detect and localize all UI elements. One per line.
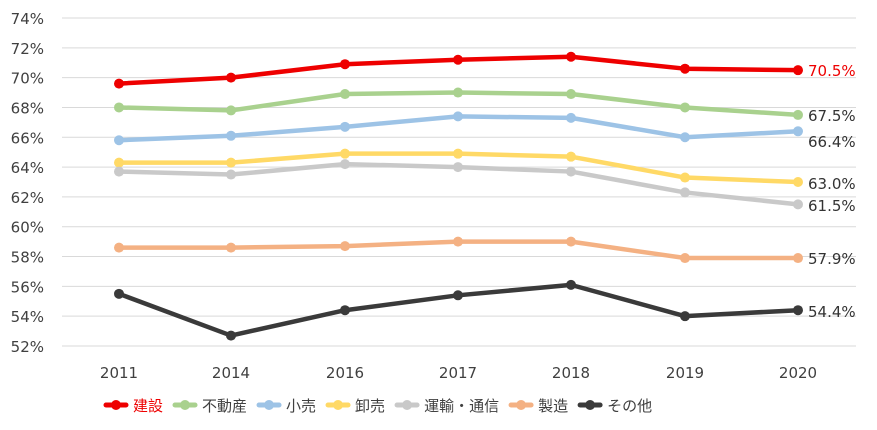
- data-point: [226, 130, 236, 141]
- data-point: [680, 102, 690, 113]
- gridlines: [62, 17, 856, 347]
- data-point: [226, 330, 236, 341]
- data-point: [566, 151, 576, 162]
- data-point: [793, 126, 803, 137]
- data-point: [226, 242, 236, 253]
- data-point: [453, 148, 463, 159]
- data-point: [114, 135, 124, 146]
- legend-marker: [111, 400, 121, 410]
- y-tick-label: 66%: [11, 129, 44, 147]
- data-point: [793, 199, 803, 210]
- data-point: [453, 87, 463, 98]
- x-tick-label: 2016: [326, 364, 364, 382]
- x-tick-label: 2011: [100, 364, 138, 382]
- legend-label: 運輸・通信: [424, 397, 499, 415]
- data-point: [226, 169, 236, 180]
- legend: 建設 不動産 小売 卸売 運輸・通信 製造 その他: [103, 397, 652, 415]
- data-point: [566, 236, 576, 247]
- data-point: [566, 166, 576, 177]
- data-label: 57.9%: [808, 250, 856, 268]
- data-point: [114, 288, 124, 299]
- data-point: [226, 72, 236, 83]
- data-point: [566, 51, 576, 62]
- legend-marker: [333, 400, 344, 410]
- data-point: [453, 236, 463, 247]
- data-point: [453, 290, 463, 301]
- legend-label: 製造: [538, 397, 568, 415]
- data-point: [793, 253, 803, 264]
- legend-label: 卸売: [355, 397, 385, 415]
- data-point: [566, 112, 576, 123]
- legend-marker: [264, 400, 275, 410]
- data-point: [340, 241, 350, 252]
- y-tick-label: 64%: [11, 159, 44, 177]
- legend-label: 建設: [133, 397, 163, 415]
- data-point: [793, 109, 803, 120]
- y-tick-label: 60%: [11, 219, 44, 237]
- data-point: [114, 78, 124, 89]
- data-point: [114, 166, 124, 177]
- data-point: [340, 148, 350, 159]
- data-point: [340, 305, 350, 316]
- data-point: [340, 59, 350, 70]
- data-point: [226, 105, 236, 116]
- legend-marker: [516, 400, 527, 410]
- data-point: [453, 54, 463, 65]
- data-point: [453, 111, 463, 122]
- y-tick-label: 58%: [11, 249, 44, 267]
- end-labels: 70.5% 67.5% 66.4% 63.0% 61.5% 57.9% 54.4%: [808, 62, 856, 321]
- data-label: 54.4%: [808, 303, 856, 321]
- legend-label: その他: [607, 397, 652, 415]
- x-tick-label: 2018: [552, 364, 590, 382]
- data-point: [680, 63, 690, 74]
- y-tick-label: 70%: [11, 70, 44, 88]
- x-tick-label: 2019: [666, 364, 704, 382]
- y-tick-label: 62%: [11, 189, 44, 207]
- data-point: [114, 102, 124, 113]
- x-tick-label: 2017: [439, 364, 477, 382]
- y-tick-label: 54%: [11, 308, 44, 326]
- data-point: [680, 311, 690, 322]
- data-label: 61.5%: [808, 197, 856, 215]
- data-point: [226, 157, 236, 168]
- y-tick-label: 72%: [11, 40, 44, 58]
- data-point: [566, 279, 576, 290]
- data-point: [114, 157, 124, 168]
- data-point: [340, 121, 350, 132]
- y-tick-label: 52%: [11, 338, 44, 356]
- data-point: [793, 177, 803, 187]
- legend-marker: [180, 400, 191, 410]
- y-axis: 52% 54% 56% 58% 60% 62% 64% 66% 68% 70% 72% 74%: [11, 10, 44, 356]
- x-axis: 2011 2014 2016 2017 2018 2019 2020: [100, 364, 817, 382]
- series-group: [114, 51, 803, 341]
- data-point: [680, 187, 690, 198]
- data-label: 66.4%: [808, 133, 856, 151]
- x-tick-label: 2020: [779, 364, 817, 382]
- y-tick-label: 56%: [11, 278, 44, 296]
- y-tick-label: 68%: [11, 99, 44, 117]
- data-point: [793, 305, 803, 316]
- legend-marker: [402, 400, 413, 410]
- data-point: [680, 132, 690, 143]
- legend-label: 小売: [286, 397, 316, 415]
- legend-marker: [585, 400, 596, 410]
- data-point: [340, 89, 350, 100]
- data-point: [566, 89, 576, 100]
- x-tick-label: 2014: [212, 364, 250, 382]
- data-label: 67.5%: [808, 107, 856, 125]
- data-point: [793, 65, 803, 76]
- data-point: [453, 162, 463, 173]
- legend-label: 不動産: [202, 397, 247, 415]
- data-point: [680, 253, 690, 264]
- data-label: 63.0%: [808, 175, 856, 193]
- y-tick-label: 74%: [11, 10, 44, 28]
- data-point: [114, 242, 124, 253]
- data-point: [680, 172, 690, 183]
- data-point: [340, 159, 350, 170]
- data-label: 70.5%: [808, 62, 856, 80]
